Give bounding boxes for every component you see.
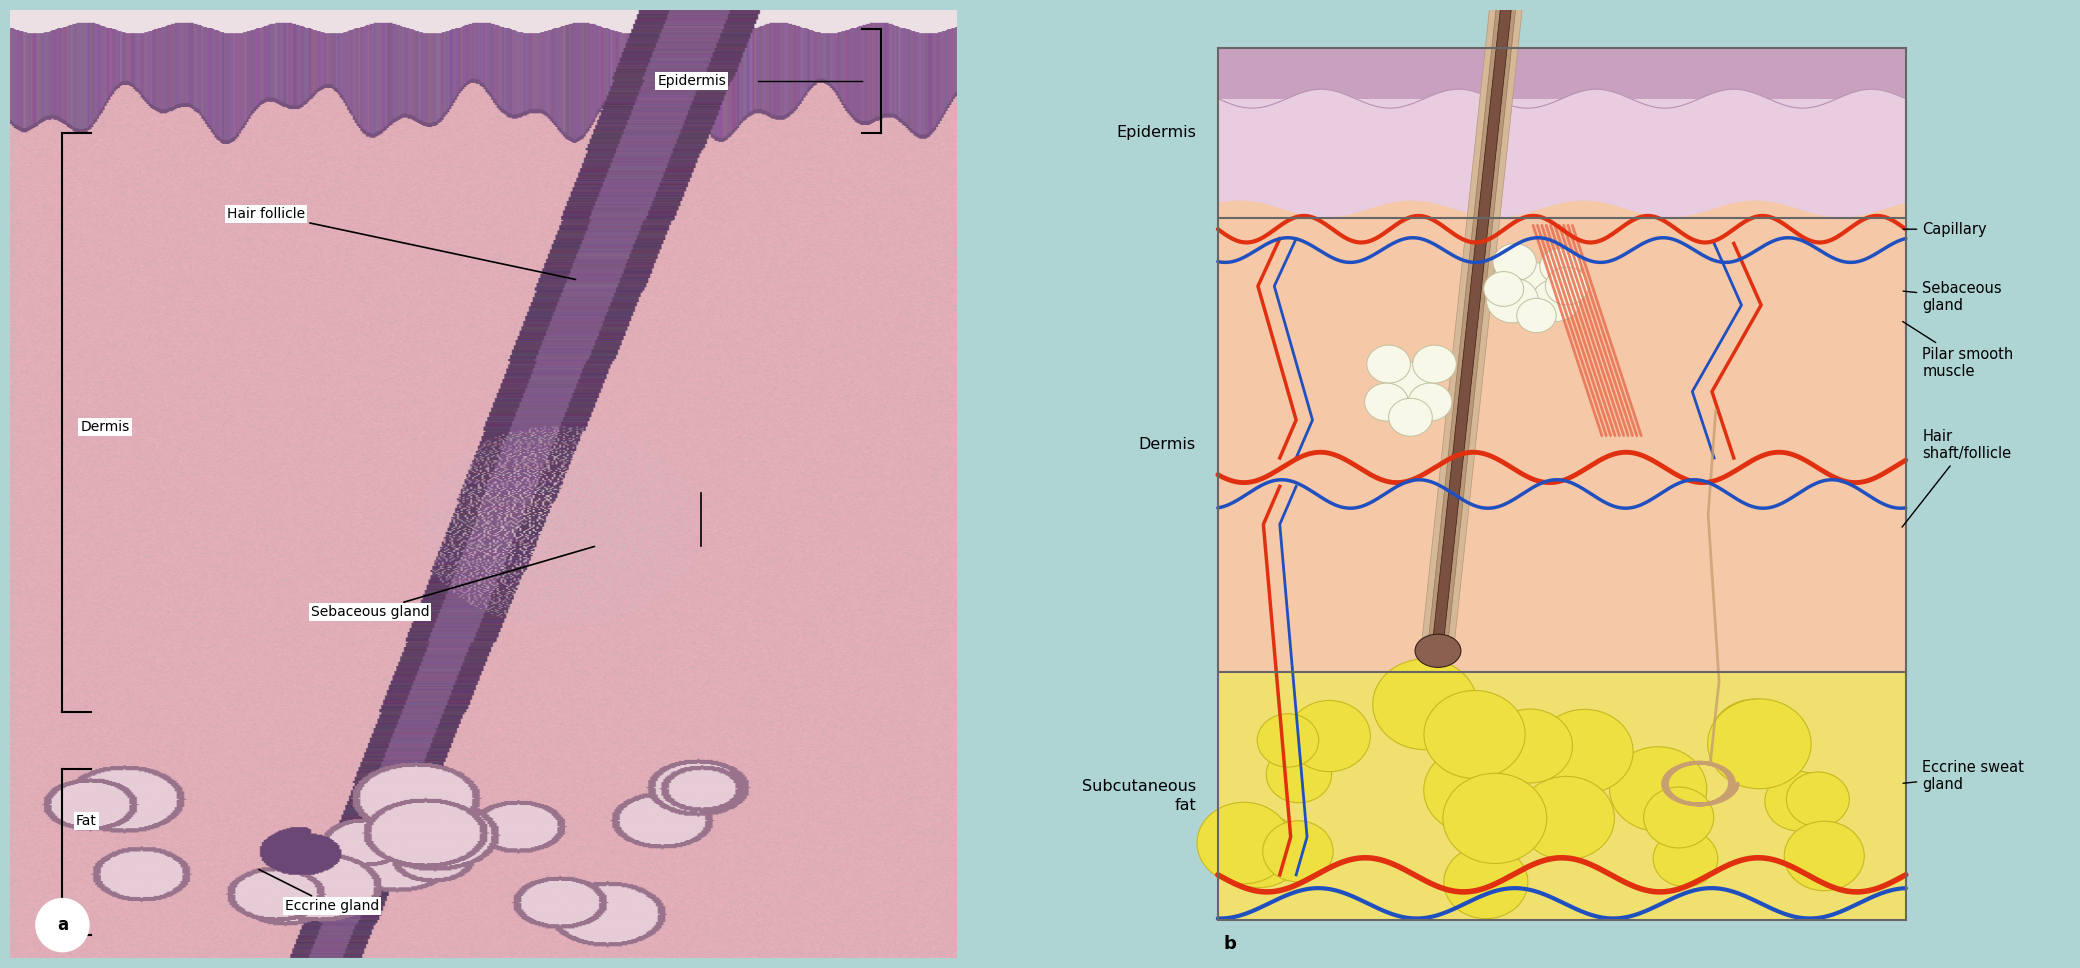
Circle shape xyxy=(35,898,89,952)
Circle shape xyxy=(1288,701,1371,771)
Bar xyxy=(1219,47,1905,99)
Bar xyxy=(1219,47,1905,921)
Circle shape xyxy=(1545,267,1589,305)
Polygon shape xyxy=(1421,0,1523,643)
Circle shape xyxy=(1367,346,1410,383)
Circle shape xyxy=(1487,709,1572,783)
Circle shape xyxy=(1493,244,1537,281)
Polygon shape xyxy=(1429,0,1516,643)
Circle shape xyxy=(1785,821,1864,891)
Bar xyxy=(1219,218,1905,672)
Circle shape xyxy=(1764,771,1832,831)
Circle shape xyxy=(1263,821,1333,882)
Circle shape xyxy=(1487,278,1539,323)
Circle shape xyxy=(1512,262,1556,300)
Circle shape xyxy=(1389,398,1433,437)
Circle shape xyxy=(1518,776,1614,860)
Text: Epidermis: Epidermis xyxy=(657,74,726,88)
Text: a: a xyxy=(56,916,69,934)
Circle shape xyxy=(1217,813,1302,888)
Circle shape xyxy=(1643,787,1714,848)
Text: Epidermis: Epidermis xyxy=(1117,125,1196,140)
Circle shape xyxy=(1787,772,1849,827)
Circle shape xyxy=(1389,362,1433,400)
Text: Eccrine sweat
gland: Eccrine sweat gland xyxy=(1903,760,2024,793)
Circle shape xyxy=(1425,690,1525,778)
Circle shape xyxy=(1444,846,1529,919)
Circle shape xyxy=(1256,713,1319,767)
Bar xyxy=(1219,672,1905,921)
Circle shape xyxy=(1267,746,1331,802)
Circle shape xyxy=(1539,248,1581,285)
Text: Pilar smooth
muscle: Pilar smooth muscle xyxy=(1903,321,2013,379)
Ellipse shape xyxy=(1414,634,1460,667)
Circle shape xyxy=(1364,383,1408,421)
Circle shape xyxy=(1537,710,1633,794)
Circle shape xyxy=(1373,659,1477,749)
Text: Hair
shaft/follicle: Hair shaft/follicle xyxy=(1901,429,2011,528)
Circle shape xyxy=(1710,699,1799,776)
Circle shape xyxy=(1412,346,1456,383)
Text: Sebaceous
gland: Sebaceous gland xyxy=(1903,281,2001,314)
Text: b: b xyxy=(1223,935,1236,953)
Bar xyxy=(1219,47,1905,218)
Circle shape xyxy=(1654,831,1718,887)
Text: Hair follicle: Hair follicle xyxy=(227,206,576,280)
Text: Sebaceous gland: Sebaceous gland xyxy=(310,547,595,620)
Text: Subcutaneous
fat: Subcutaneous fat xyxy=(1082,778,1196,813)
Text: Dermis: Dermis xyxy=(1140,438,1196,452)
Polygon shape xyxy=(1433,0,1512,643)
Circle shape xyxy=(1423,746,1525,834)
Circle shape xyxy=(1708,699,1812,789)
Text: Capillary: Capillary xyxy=(1903,222,1986,237)
Circle shape xyxy=(1610,746,1708,832)
Circle shape xyxy=(1444,773,1548,863)
Text: Dermis: Dermis xyxy=(81,420,129,434)
Text: Eccrine gland: Eccrine gland xyxy=(258,869,379,913)
Circle shape xyxy=(1531,279,1581,321)
Circle shape xyxy=(1483,272,1525,306)
Circle shape xyxy=(1516,298,1556,333)
Text: Fat: Fat xyxy=(75,814,96,828)
Circle shape xyxy=(1408,383,1452,421)
Circle shape xyxy=(1198,802,1292,884)
